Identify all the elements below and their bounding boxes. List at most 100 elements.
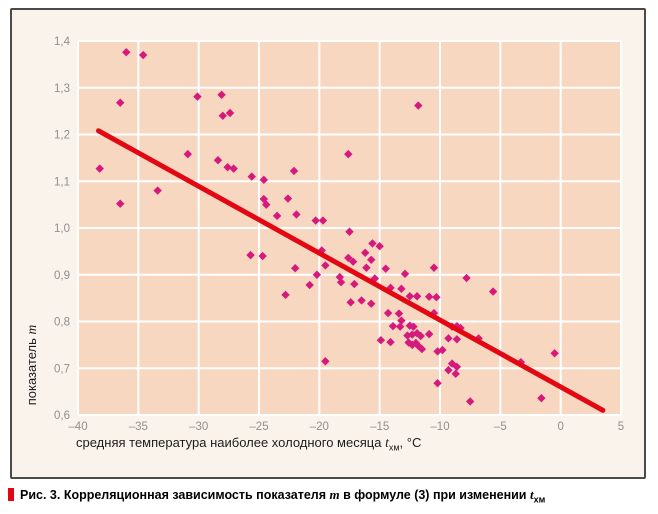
data-point xyxy=(452,362,462,372)
data-point xyxy=(383,308,393,318)
figure-caption: Рис. 3. Корреляционная зависимость показ… xyxy=(8,487,545,508)
y-axis-label-text: показатель xyxy=(24,334,39,406)
data-point xyxy=(367,255,376,264)
y-tick-label: 0,6 xyxy=(54,410,70,422)
data-point xyxy=(259,175,269,185)
data-point xyxy=(350,279,359,289)
data-point xyxy=(153,186,162,195)
x-axis-label: средняя температура наиболее холодного м… xyxy=(76,435,421,453)
caption-var1: m xyxy=(329,487,340,502)
data-point xyxy=(462,273,471,283)
x-tick-label: –30 xyxy=(189,421,208,433)
data-point xyxy=(400,269,410,279)
x-tick-label: –10 xyxy=(430,421,449,433)
data-point xyxy=(283,194,293,203)
data-point xyxy=(537,393,546,403)
x-tick-label: –20 xyxy=(310,421,329,433)
data-point xyxy=(344,253,353,263)
data-point xyxy=(357,296,366,305)
data-point xyxy=(395,322,405,331)
data-point xyxy=(376,336,386,345)
x-tick-label: –15 xyxy=(370,421,389,433)
data-point xyxy=(336,278,346,287)
data-point xyxy=(246,250,255,260)
data-point xyxy=(291,264,300,273)
y-tick-label: 1,0 xyxy=(54,223,70,235)
data-point xyxy=(138,50,148,60)
data-point xyxy=(223,163,232,172)
x-tick-label: –35 xyxy=(129,421,148,433)
data-point xyxy=(367,299,376,308)
caption-var2: t xyxy=(529,487,534,502)
chart-panel: –40 –35 –30 –25 –20 –15 –10 –5 0 5 0,6 0,7 0,8 0,9 1,0… xyxy=(10,8,646,479)
data-point xyxy=(412,292,422,301)
data-point xyxy=(289,166,299,176)
data-point xyxy=(321,357,330,366)
data-point xyxy=(416,331,425,341)
y-tick-label: 0,9 xyxy=(54,270,70,282)
x-tick-label: –25 xyxy=(249,421,268,433)
data-point xyxy=(312,270,322,279)
data-point xyxy=(95,164,104,173)
data-point xyxy=(465,397,475,406)
caption-part1: Рис. 3. Корреляционная зависимость показ… xyxy=(20,488,330,502)
data-point xyxy=(213,156,223,165)
data-point xyxy=(429,263,439,272)
data-point xyxy=(381,264,390,273)
trend-line xyxy=(96,128,606,413)
data-point xyxy=(488,287,498,296)
y-tick-label: 1,3 xyxy=(54,83,70,95)
chart-svg: –40 –35 –30 –25 –20 –15 –10 –5 0 5 0,6 0,7 0,8 0,9 1,0… xyxy=(54,36,624,433)
x-tick-label: –40 xyxy=(68,421,87,433)
data-point xyxy=(258,251,267,261)
data-point xyxy=(247,172,256,181)
y-tick-label: 1,4 xyxy=(54,36,71,48)
data-point xyxy=(405,292,415,301)
data-point xyxy=(424,292,434,301)
data-point xyxy=(272,211,282,221)
data-point xyxy=(432,292,441,302)
data-point xyxy=(433,379,442,388)
data-point xyxy=(344,149,353,159)
data-point xyxy=(225,108,235,118)
y-axis-label: показатель m xyxy=(24,285,40,445)
data-point xyxy=(360,248,370,257)
data-point xyxy=(388,321,398,331)
data-point xyxy=(311,216,320,225)
data-point xyxy=(397,316,406,325)
data-point xyxy=(262,200,271,209)
data-point xyxy=(116,199,125,208)
y-axis-label-var: m xyxy=(24,324,39,335)
x-tick-label: 0 xyxy=(557,421,563,433)
x-tick-label: 5 xyxy=(618,421,624,433)
data-point xyxy=(218,111,227,120)
data-point xyxy=(292,210,301,219)
data-point xyxy=(183,149,193,159)
caption-part2: в формуле (3) при изменении xyxy=(339,488,530,502)
caption-text: Рис. 3. Корреляционная зависимость показ… xyxy=(20,487,545,508)
data-point xyxy=(116,98,125,107)
data-point xyxy=(305,280,314,290)
data-point xyxy=(414,101,423,110)
caption-bullet-icon xyxy=(8,488,14,501)
data-point xyxy=(345,227,354,236)
data-point xyxy=(362,263,371,272)
data-point xyxy=(550,349,559,358)
data-point xyxy=(409,322,418,331)
data-point xyxy=(444,365,453,375)
x-tick-label: –5 xyxy=(494,421,507,433)
data-point xyxy=(394,309,404,318)
data-point xyxy=(386,337,395,347)
data-point xyxy=(321,261,330,270)
y-tick-label: 1,2 xyxy=(54,130,70,142)
data-point xyxy=(424,329,434,339)
x-axis-label-text: средняя температура наиболее холодного м… xyxy=(76,435,386,450)
y-tick-label: 1,1 xyxy=(54,176,70,188)
data-point xyxy=(346,298,355,307)
y-tick-label: 0,8 xyxy=(54,317,70,329)
y-tick-label: 0,7 xyxy=(54,363,70,375)
data-point xyxy=(193,92,202,101)
data-point xyxy=(444,334,453,343)
data-point xyxy=(281,290,290,300)
x-axis-label-var: t xyxy=(385,435,389,450)
